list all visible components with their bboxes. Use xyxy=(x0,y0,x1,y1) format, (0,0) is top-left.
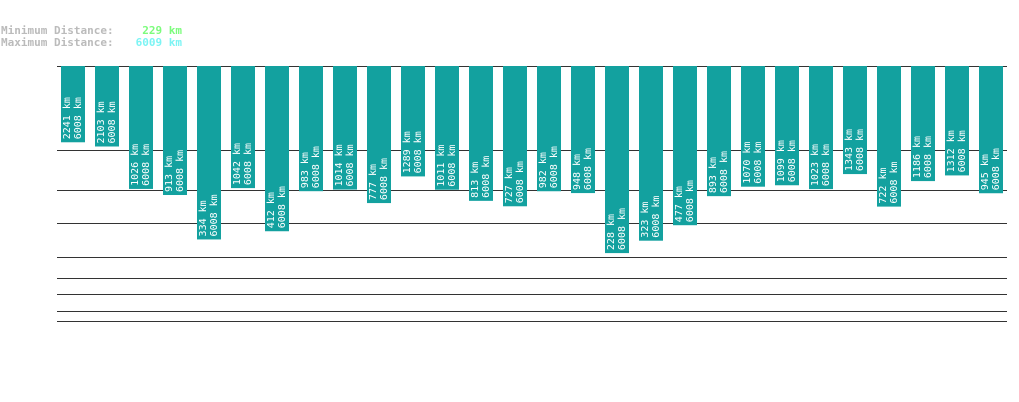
bar xyxy=(129,66,153,189)
bar-max-label: 6008 km xyxy=(243,143,254,185)
bar-max-label: 6008 km xyxy=(753,142,764,184)
bar xyxy=(537,66,561,192)
bar xyxy=(95,66,119,147)
bar-max-label: 6008 km xyxy=(481,156,492,198)
bar-label: 1023 km xyxy=(810,144,821,186)
bar-max-label: 6008 km xyxy=(787,140,798,182)
bar xyxy=(843,66,867,175)
bar-max-label: 6008 km xyxy=(73,97,84,139)
min-label: Minimum Distance: xyxy=(1,24,114,37)
bar xyxy=(367,66,391,204)
bar-label: 983 km xyxy=(300,152,311,188)
bar-max-label: 6008 km xyxy=(209,194,220,236)
bar-label: 1289 km xyxy=(402,131,413,173)
bar-label: 1099 km xyxy=(776,140,787,182)
bar-max-label: 6008 km xyxy=(447,145,458,187)
bar-max-label: 6008 km xyxy=(685,180,696,222)
bar xyxy=(809,66,833,190)
bar-max-label: 6008 km xyxy=(583,148,594,190)
min-value: 229 km xyxy=(142,24,182,37)
bar-label: 1042 km xyxy=(232,143,243,185)
bar-max-label: 6008 km xyxy=(379,158,390,200)
bar-label: 1026 km xyxy=(130,144,141,186)
bar xyxy=(503,66,527,207)
bar xyxy=(299,66,323,192)
bar-max-label: 6008 km xyxy=(991,148,1002,190)
bar-label: 893 km xyxy=(708,157,719,193)
bar xyxy=(435,66,459,190)
bar-max-label: 6008 km xyxy=(515,161,526,203)
bar-max-label: 6008 km xyxy=(719,151,730,193)
bar-max-label: 6008 km xyxy=(175,150,186,192)
bar-label: 334 km xyxy=(198,200,209,236)
bar xyxy=(197,66,221,240)
bar-label: 1070 km xyxy=(742,142,753,184)
bar-label: 412 km xyxy=(266,192,277,228)
bar-label: 982 km xyxy=(538,152,549,188)
bar xyxy=(571,66,595,194)
bar-label: 722 km xyxy=(878,167,889,203)
bar-max-label: 6008 km xyxy=(651,196,662,238)
bar-max-label: 6008 km xyxy=(889,161,900,203)
bar-max-label: 6008 km xyxy=(345,144,356,186)
bar xyxy=(61,66,85,143)
bar-label: 913 km xyxy=(164,156,175,192)
bar-label: 2103 km xyxy=(96,101,107,143)
bar-label: 1014 km xyxy=(334,144,345,186)
bar xyxy=(707,66,731,197)
bar xyxy=(265,66,289,232)
bar xyxy=(401,66,425,177)
bar-max-label: 6008 km xyxy=(413,131,424,173)
bar xyxy=(605,66,629,254)
bar-label: 777 km xyxy=(368,164,379,200)
bar-max-label: 6008 km xyxy=(277,186,288,228)
bar-label: 1312 km xyxy=(946,130,957,172)
bar-max-label: 6008 km xyxy=(311,146,322,188)
bar-label: 1011 km xyxy=(436,145,447,187)
bar-max-label: 6008 km xyxy=(617,208,628,250)
bar-label: 228 km xyxy=(606,214,617,250)
bar xyxy=(775,66,799,186)
bar-max-label: 6008 km xyxy=(821,144,832,186)
bar-label: 813 km xyxy=(470,162,481,198)
bar xyxy=(163,66,187,196)
bar-max-label: 6008 km xyxy=(923,136,934,178)
bar xyxy=(945,66,969,176)
bar-label: 727 km xyxy=(504,167,515,203)
bar-max-label: 6008 km xyxy=(107,101,118,143)
bar xyxy=(231,66,255,189)
bar xyxy=(979,66,1003,194)
max-value: 6009 km xyxy=(136,36,183,49)
bar xyxy=(911,66,935,182)
bar-max-label: 6008 km xyxy=(957,130,968,172)
bar xyxy=(741,66,765,187)
bar xyxy=(333,66,357,190)
max-label: Maximum Distance: xyxy=(1,36,114,49)
bar-label: 323 km xyxy=(640,202,651,238)
bar xyxy=(639,66,663,241)
bar-label: 945 km xyxy=(980,154,991,190)
bar-label: 1186 km xyxy=(912,136,923,178)
bar xyxy=(673,66,697,226)
bar xyxy=(877,66,901,207)
bar-label: 1343 km xyxy=(844,129,855,171)
bar-max-label: 6008 km xyxy=(855,129,866,171)
bar-max-label: 6008 km xyxy=(141,144,152,186)
bar xyxy=(469,66,493,201)
bar-max-label: 6008 km xyxy=(549,146,560,188)
bar-label: 2241 km xyxy=(62,97,73,139)
bar-label: 477 km xyxy=(674,186,685,222)
bar-label: 948 km xyxy=(572,154,583,190)
